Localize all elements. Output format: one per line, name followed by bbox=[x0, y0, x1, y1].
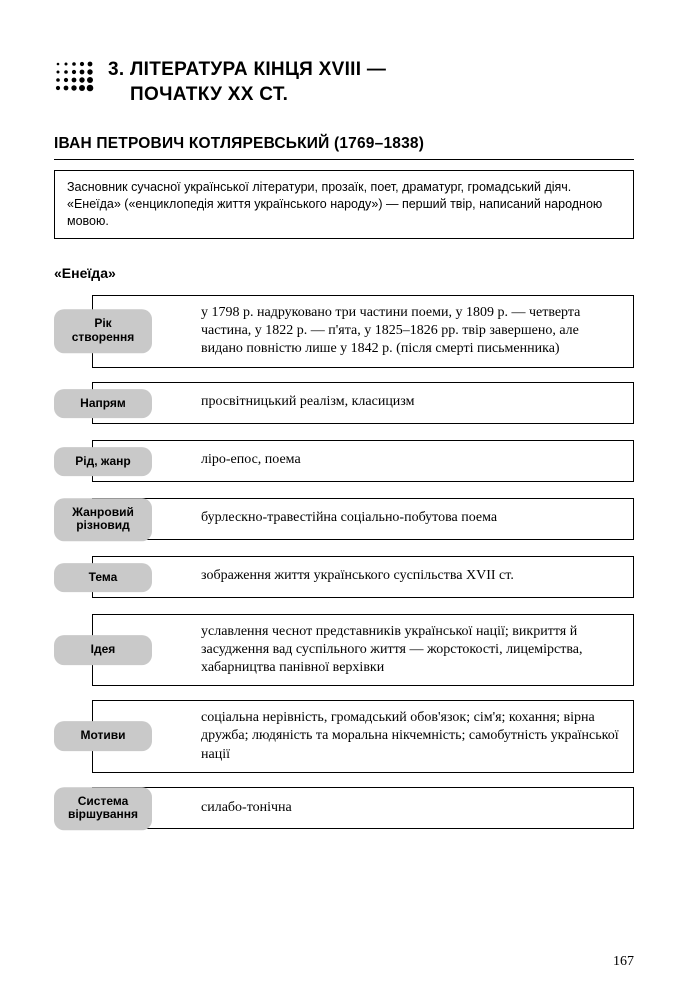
info-row: Напрямпросвітницький реалізм, класицизм bbox=[54, 382, 634, 426]
info-row: Система віршуваннясилабо-тонічна bbox=[54, 787, 634, 831]
info-content: просвітницький реалізм, класицизм bbox=[92, 382, 634, 424]
chapter-number: 3. bbox=[108, 59, 124, 80]
chapter-ornament-icon bbox=[54, 60, 94, 101]
info-label: Тема bbox=[54, 563, 152, 593]
info-content: соціальна нерівність, громадський обов'я… bbox=[92, 700, 634, 773]
info-row: Рід, жанрліро-епос, поема bbox=[54, 440, 634, 484]
info-row: Жанровий різновидбурлескно-травестійна с… bbox=[54, 498, 634, 542]
info-row: Темазображення життя українського суспіл… bbox=[54, 556, 634, 600]
info-label: Мотиви bbox=[54, 722, 152, 752]
info-rows-container: Рік створенняу 1798 р. надруковано три ч… bbox=[54, 295, 634, 831]
chapter-title: 3. ЛІТЕРАТУРА КІНЦЯ XVIII — 3. ПОЧАТКУ X… bbox=[108, 58, 386, 107]
author-name: ІВАН ПЕТРОВИЧ КОТЛЯРЕВСЬКИЙ bbox=[54, 135, 329, 152]
info-content: силабо-тонічна bbox=[92, 787, 634, 829]
author-heading: ІВАН ПЕТРОВИЧ КОТЛЯРЕВСЬКИЙ (1769–1838) bbox=[54, 135, 634, 160]
chapter-header: 3. ЛІТЕРАТУРА КІНЦЯ XVIII — 3. ПОЧАТКУ X… bbox=[54, 58, 634, 107]
info-row: Мотивисоціальна нерівність, громадський … bbox=[54, 700, 634, 773]
info-label: Система віршування bbox=[54, 787, 152, 831]
work-title: «Енеїда» bbox=[54, 265, 634, 281]
info-content: уславлення чеснот представників українсь… bbox=[92, 614, 634, 687]
chapter-title-line2: ПОЧАТКУ XX СТ. bbox=[130, 84, 288, 105]
chapter-title-line1: ЛІТЕРАТУРА КІНЦЯ XVIII — bbox=[130, 59, 386, 80]
info-label: Напрям bbox=[54, 389, 152, 419]
info-content: бурлескно-травестійна соціально-побутова… bbox=[92, 498, 634, 540]
info-row: Ідеяуславлення чеснот представників укра… bbox=[54, 614, 634, 687]
author-summary-box: Засновник сучасної української літератур… bbox=[54, 170, 634, 239]
info-row: Рік створенняу 1798 р. надруковано три ч… bbox=[54, 295, 634, 368]
info-content: зображення життя українського суспільств… bbox=[92, 556, 634, 598]
author-summary-text: Засновник сучасної української літератур… bbox=[67, 180, 602, 228]
info-label: Жанровий різновид bbox=[54, 498, 152, 542]
page-number: 167 bbox=[613, 954, 634, 970]
info-label: Рід, жанр bbox=[54, 447, 152, 477]
info-label: Рік створення bbox=[54, 309, 152, 353]
info-label: Ідея bbox=[54, 635, 152, 665]
info-content: ліро-епос, поема bbox=[92, 440, 634, 482]
author-years: (1769–1838) bbox=[334, 135, 424, 152]
info-content: у 1798 р. надруковано три частини поеми,… bbox=[92, 295, 634, 368]
